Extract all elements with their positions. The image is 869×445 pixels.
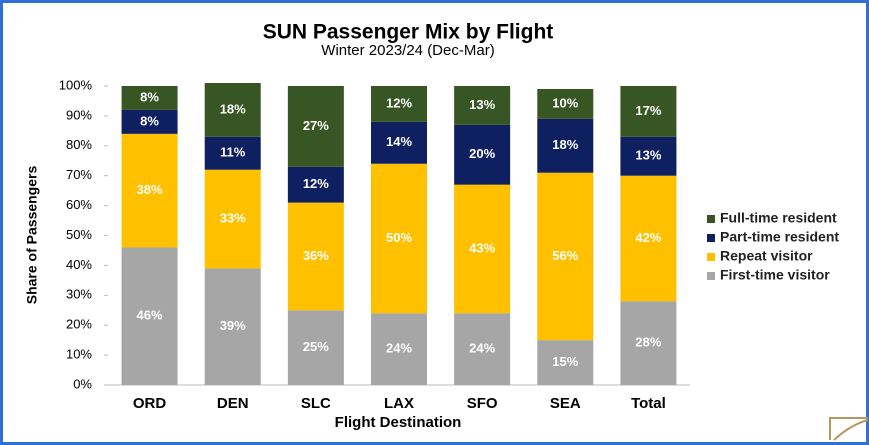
bar-segment — [537, 88, 594, 119]
y-tick-label: 100% — [59, 77, 93, 92]
bar-segment — [620, 175, 677, 302]
y-tick-label: 80% — [66, 137, 92, 152]
x-tick-label: Total — [631, 395, 666, 412]
legend-label: Repeat visitor — [720, 248, 813, 264]
bar-segment — [121, 109, 178, 134]
data-label: 42% — [635, 230, 661, 245]
bar-segment — [204, 136, 261, 170]
bar-segment — [454, 124, 511, 185]
chart-subtitle: Winter 2023/24 (Dec-Mar) — [321, 42, 494, 59]
legend-swatch — [707, 253, 715, 261]
data-label: 12% — [303, 176, 329, 191]
data-label: 39% — [220, 318, 246, 333]
data-label: 24% — [469, 341, 495, 356]
data-label: 8% — [140, 89, 159, 104]
data-label: 38% — [137, 182, 163, 197]
bar-segment — [287, 202, 344, 311]
logo — [829, 417, 869, 441]
bar-segment — [204, 169, 261, 269]
data-label: 13% — [635, 148, 661, 163]
x-tick-label: LAX — [384, 395, 414, 412]
data-label: 10% — [552, 95, 578, 110]
y-tick-label: 50% — [66, 227, 92, 242]
x-tick-label: ORD — [133, 395, 167, 412]
data-label: 18% — [552, 137, 578, 152]
data-label: 13% — [469, 97, 495, 112]
bar-segment — [454, 184, 511, 314]
bar-segment — [371, 86, 427, 122]
y-tick-label: 20% — [66, 317, 92, 332]
bar-segment — [371, 121, 427, 164]
bar-segment — [620, 86, 677, 137]
data-label: 36% — [303, 248, 329, 263]
y-tick-label: 0% — [73, 376, 92, 391]
x-tick-label: SFO — [467, 395, 498, 412]
bar-segment — [204, 268, 261, 385]
legend-label: Part-time resident — [720, 229, 839, 245]
data-label: 17% — [635, 103, 661, 118]
data-label: 27% — [303, 118, 329, 133]
x-tick-label: SEA — [550, 395, 581, 412]
y-tick-label: 30% — [66, 287, 92, 302]
y-axis-label: Share of Passengers — [24, 166, 40, 305]
data-label: 20% — [469, 146, 495, 161]
data-label: 24% — [386, 341, 412, 356]
y-tick-label: 10% — [66, 347, 92, 362]
legend-label: First-time visitor — [720, 267, 830, 283]
data-label: 43% — [469, 240, 495, 255]
y-tick-label: 40% — [66, 257, 92, 272]
data-label: 8% — [140, 113, 159, 128]
x-tick-label: DEN — [217, 395, 249, 412]
legend-swatch — [707, 272, 715, 280]
data-label: 56% — [552, 248, 578, 263]
data-label: 14% — [386, 134, 412, 149]
bar-segment — [204, 83, 261, 137]
legend-label: Full-time resident — [720, 210, 837, 226]
x-axis-label: Flight Destination — [335, 414, 462, 431]
bar-segment — [121, 247, 178, 385]
y-tick-label: 70% — [66, 167, 92, 182]
data-label: 25% — [303, 339, 329, 354]
data-label: 28% — [635, 335, 661, 350]
bar-segment — [287, 166, 344, 203]
bar-segment — [620, 136, 677, 176]
data-label: 15% — [552, 354, 578, 369]
data-label: 33% — [220, 210, 246, 225]
bar-segment — [454, 313, 511, 385]
y-tick-label: 90% — [66, 107, 92, 122]
bar-segment — [121, 86, 178, 110]
data-label: 18% — [220, 101, 246, 116]
bar-segment — [371, 163, 427, 314]
bar-segment — [620, 301, 677, 385]
bar-segment — [121, 133, 178, 248]
bar-segment — [537, 118, 594, 173]
bar-segment — [537, 340, 594, 385]
legend-swatch — [707, 215, 715, 223]
legend-swatch — [707, 234, 715, 242]
bar-segment — [537, 172, 594, 341]
bar-segment — [287, 310, 344, 385]
data-label: 46% — [137, 308, 163, 323]
y-tick-label: 60% — [66, 197, 92, 212]
bar-segment — [454, 86, 511, 125]
data-label: 11% — [220, 145, 246, 160]
x-tick-label: SLC — [301, 395, 331, 412]
data-label: 50% — [386, 230, 412, 245]
data-label: 12% — [386, 95, 412, 110]
chart-title: SUN Passenger Mix by Flight — [263, 21, 554, 44]
bar-segment — [371, 313, 427, 385]
bar-segment — [287, 86, 344, 167]
